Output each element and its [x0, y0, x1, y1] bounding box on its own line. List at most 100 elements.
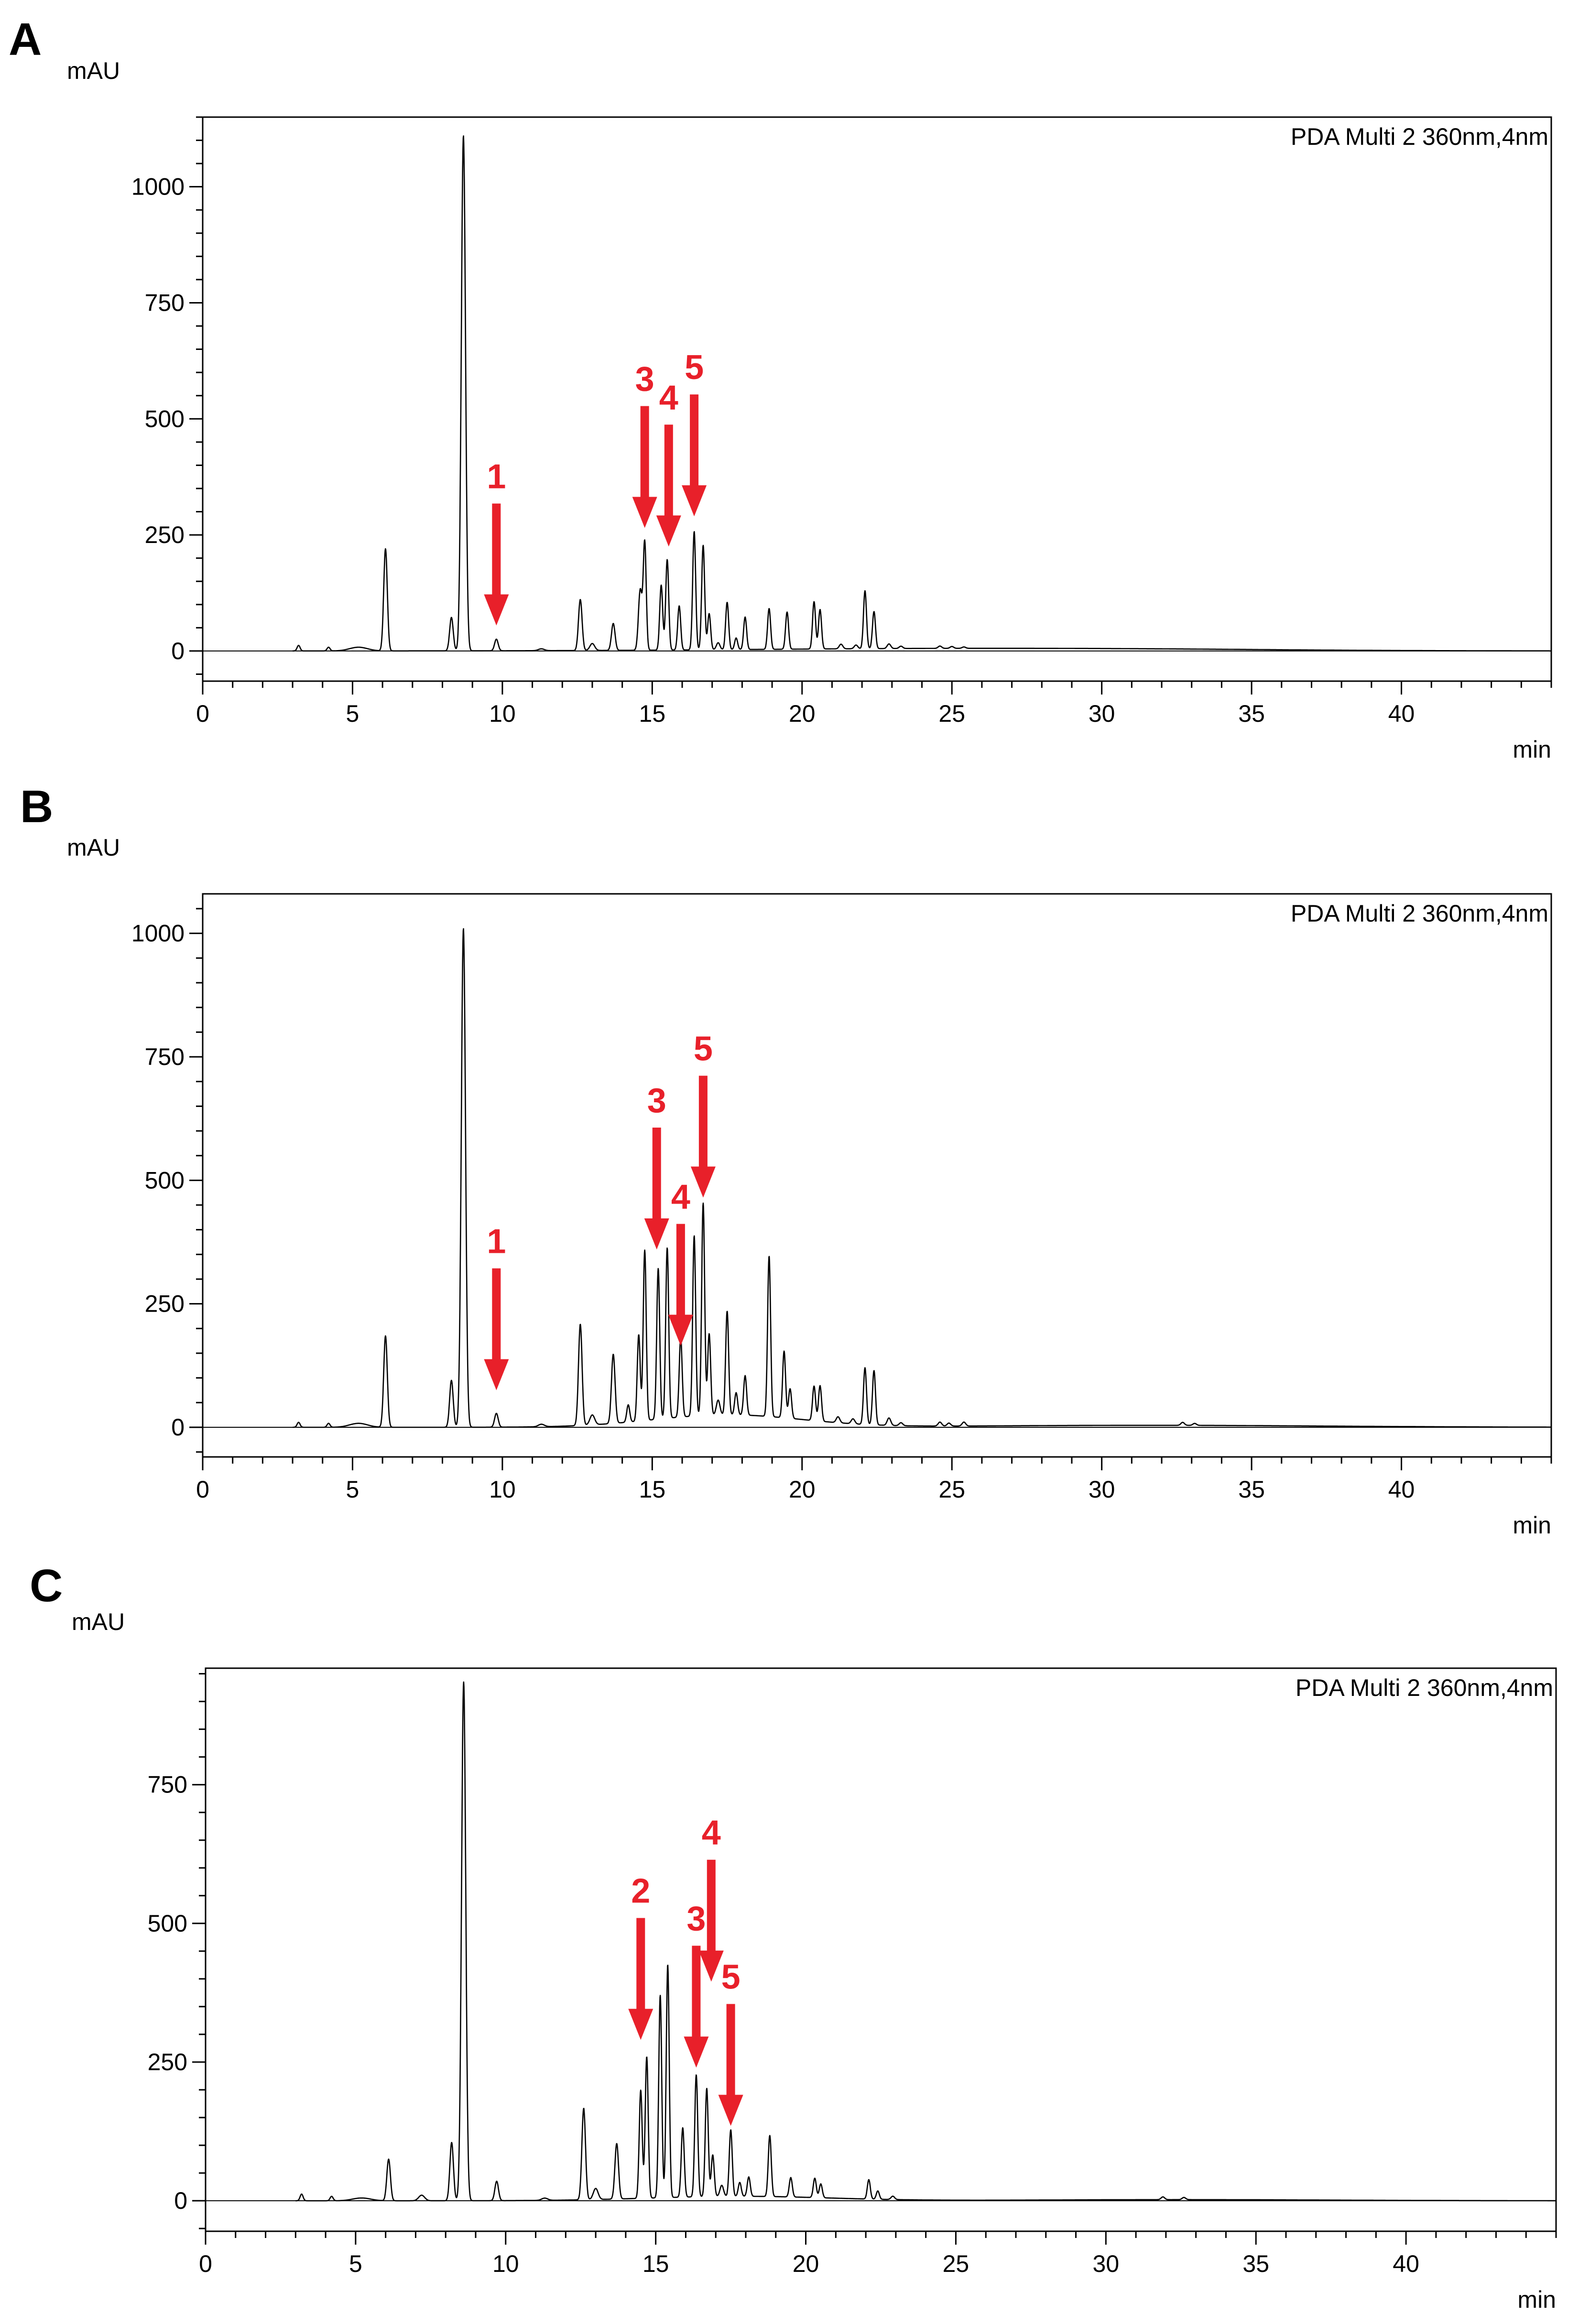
y-axis-label: mAU: [72, 1608, 125, 1635]
peak-number-label: 3: [635, 360, 654, 399]
peak-arrow-4: 4: [698, 1814, 724, 1982]
panel-letter: C: [30, 1560, 63, 1611]
x-tick-label: 0: [196, 1476, 209, 1503]
peak-arrow-2: 2: [628, 1872, 653, 2040]
y-tick-label: 250: [145, 1291, 185, 1317]
y-tick-label: 500: [145, 405, 185, 432]
peak-number-label: 1: [487, 457, 506, 496]
peak-number-label: 4: [659, 379, 678, 417]
arrow-head: [484, 1359, 509, 1390]
x-tick-label: 0: [199, 2250, 212, 2277]
plot-frame: [205, 1667, 1557, 2232]
x-tick-label: 10: [489, 700, 516, 727]
peak-number-label: 5: [694, 1030, 713, 1068]
y-tick-label: 1000: [131, 920, 185, 947]
y-tick-label: 750: [145, 1043, 185, 1070]
arrow-shaft: [692, 1945, 701, 2038]
peak-arrow-5: 5: [690, 1030, 716, 1198]
arrow-head: [484, 594, 509, 626]
arrow-head: [718, 2095, 743, 2126]
arrow-head: [698, 1950, 724, 1982]
chromatogram-trace: [292, 135, 1552, 652]
arrow-head: [682, 485, 707, 517]
x-tick-label: 15: [642, 2250, 669, 2277]
x-tick-label: 25: [943, 2250, 969, 2277]
y-axis-label: mAU: [67, 834, 120, 861]
peak-arrow-3: 3: [644, 1082, 669, 1249]
y-tick-label: 500: [145, 1167, 185, 1194]
y-tick-label: 750: [148, 1771, 187, 1798]
chromatogram-trace: [292, 928, 1552, 1428]
arrow-head: [644, 1218, 669, 1249]
x-tick-label: 0: [196, 700, 209, 727]
arrow-shaft: [664, 424, 673, 517]
plot-frame: [202, 116, 1552, 682]
x-tick-label: 15: [639, 1476, 666, 1503]
arrow-head: [684, 2036, 709, 2068]
peak-arrow-4: 4: [668, 1178, 693, 1346]
x-tick-label: 20: [789, 1476, 816, 1503]
y-tick-label: 1000: [131, 174, 185, 200]
x-tick-label: 15: [639, 700, 666, 727]
y-tick-label: 250: [148, 2049, 187, 2075]
x-tick-label: 35: [1238, 1476, 1265, 1503]
y-tick-label: 0: [174, 2187, 187, 2214]
arrow-shaft: [690, 394, 699, 487]
x-tick-label: 35: [1238, 700, 1265, 727]
peak-arrow-1: 1: [484, 457, 509, 626]
arrow-shaft: [698, 1075, 708, 1168]
plot-frame: [202, 893, 1552, 1458]
arrow-shaft: [636, 1918, 645, 2010]
detector-label: PDA Multi 2 360nm,4nm: [1296, 1674, 1553, 1701]
arrow-shaft: [640, 406, 649, 498]
x-tick-label: 10: [492, 2250, 519, 2277]
peak-arrow-4: 4: [656, 379, 681, 547]
panel-letter: B: [20, 781, 53, 832]
peak-arrow-3: 3: [684, 1900, 709, 2068]
x-tick-label: 30: [1089, 1476, 1115, 1503]
arrow-shaft: [652, 1128, 661, 1219]
arrow-shaft: [492, 503, 501, 596]
peak-number-label: 3: [647, 1082, 666, 1120]
peak-number-label: 3: [686, 1900, 706, 1938]
y-tick-label: 0: [171, 638, 185, 664]
x-tick-label: 30: [1089, 700, 1115, 727]
peak-arrow-5: 5: [718, 1958, 743, 2126]
peak-arrow-5: 5: [682, 348, 707, 517]
x-tick-label: 35: [1242, 2250, 1269, 2277]
arrow-shaft: [726, 2004, 735, 2096]
x-tick-label: 5: [346, 1476, 359, 1503]
x-tick-label: 5: [349, 2250, 362, 2277]
y-tick-label: 500: [148, 1910, 187, 1937]
detector-label: PDA Multi 2 360nm,4nm: [1291, 900, 1548, 927]
y-tick-label: 0: [171, 1414, 185, 1441]
x-tick-label: 20: [793, 2250, 819, 2277]
arrow-head: [628, 2009, 653, 2040]
arrow-head: [632, 497, 657, 528]
x-tick-label: 25: [938, 700, 965, 727]
arrow-shaft: [676, 1224, 685, 1316]
panel-letter: A: [9, 14, 42, 65]
peak-number-label: 1: [487, 1223, 506, 1261]
x-tick-label: 25: [938, 1476, 965, 1503]
x-tick-label: 10: [489, 1476, 516, 1503]
x-tick-label: 40: [1388, 1476, 1415, 1503]
y-tick-label: 250: [145, 521, 185, 548]
x-axis-label: min: [1517, 2286, 1556, 2313]
arrow-shaft: [492, 1268, 501, 1360]
x-axis-label: min: [1513, 736, 1551, 763]
arrow-head: [690, 1166, 716, 1198]
x-tick-label: 40: [1388, 700, 1415, 727]
peak-number-label: 5: [721, 1958, 740, 1996]
peak-number-label: 4: [671, 1178, 690, 1216]
peak-number-label: 5: [685, 348, 704, 387]
y-tick-label: 750: [145, 289, 185, 316]
x-tick-label: 40: [1393, 2250, 1419, 2277]
y-axis-label: mAU: [67, 57, 120, 84]
x-tick-label: 20: [789, 700, 816, 727]
detector-label: PDA Multi 2 360nm,4nm: [1291, 123, 1548, 150]
